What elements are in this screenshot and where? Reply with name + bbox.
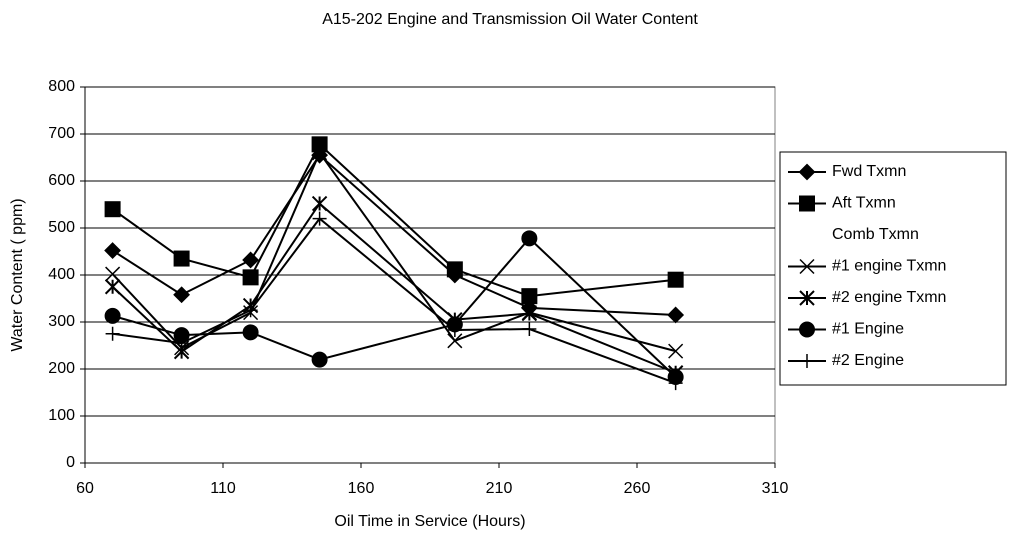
legend-label: Comb Txmn bbox=[832, 226, 919, 243]
marker bbox=[521, 305, 538, 322]
x-tick-label: 110 bbox=[210, 480, 236, 497]
marker bbox=[447, 322, 462, 337]
marker bbox=[242, 269, 259, 286]
chart-title: A15-202 Engine and Transmission Oil Wate… bbox=[322, 11, 698, 28]
legend-label: #2 Engine bbox=[832, 352, 904, 369]
marker bbox=[312, 211, 327, 226]
marker bbox=[174, 336, 189, 351]
marker bbox=[667, 271, 684, 288]
marker bbox=[799, 195, 815, 212]
marker bbox=[105, 326, 120, 341]
legend-label: Fwd Txmn bbox=[832, 163, 906, 180]
y-tick-label: 100 bbox=[48, 407, 75, 424]
marker bbox=[104, 242, 122, 259]
marker bbox=[800, 354, 814, 368]
marker bbox=[311, 195, 328, 212]
marker bbox=[521, 230, 538, 247]
y-tick-label: 300 bbox=[48, 313, 75, 330]
marker bbox=[104, 201, 121, 218]
marker bbox=[173, 250, 190, 267]
marker bbox=[242, 324, 259, 341]
y-tick-label: 500 bbox=[48, 219, 75, 236]
marker bbox=[668, 376, 683, 391]
marker bbox=[798, 163, 816, 181]
marker bbox=[312, 145, 328, 161]
marker bbox=[667, 306, 685, 324]
y-axis-label: Water Content ( ppm) bbox=[9, 198, 26, 351]
y-tick-label: 400 bbox=[48, 266, 75, 283]
legend-label: #1 Engine bbox=[832, 321, 904, 338]
marker bbox=[446, 261, 463, 278]
x-tick-label: 310 bbox=[762, 480, 789, 497]
x-tick-label: 60 bbox=[76, 480, 94, 497]
marker bbox=[799, 290, 815, 306]
x-tick-label: 160 bbox=[348, 480, 375, 497]
marker bbox=[447, 333, 463, 349]
legend-label: #2 engine Txmn bbox=[832, 289, 946, 306]
legend-label: #1 engine Txmn bbox=[832, 258, 946, 275]
legend-box bbox=[779, 151, 1007, 386]
y-tick-label: 800 bbox=[48, 78, 75, 95]
marker bbox=[799, 321, 815, 338]
x-tick-label: 260 bbox=[624, 480, 651, 497]
y-tick-label: 0 bbox=[66, 454, 75, 471]
y-tick-label: 700 bbox=[48, 125, 75, 142]
marker bbox=[242, 251, 260, 269]
x-tick-label: 210 bbox=[486, 480, 513, 497]
marker bbox=[522, 322, 537, 337]
y-tick-label: 200 bbox=[48, 360, 75, 377]
marker bbox=[311, 351, 328, 368]
marker bbox=[105, 266, 121, 282]
legend-label: Aft Txmn bbox=[832, 195, 896, 212]
marker bbox=[243, 303, 258, 318]
marker bbox=[104, 307, 121, 324]
marker bbox=[173, 286, 191, 304]
y-tick-label: 600 bbox=[48, 172, 75, 189]
marker bbox=[668, 343, 684, 359]
x-axis-label: Oil Time in Service (Hours) bbox=[334, 513, 525, 530]
marker bbox=[521, 288, 538, 305]
marker bbox=[799, 258, 815, 275]
marker bbox=[104, 279, 121, 295]
marker bbox=[311, 136, 328, 153]
